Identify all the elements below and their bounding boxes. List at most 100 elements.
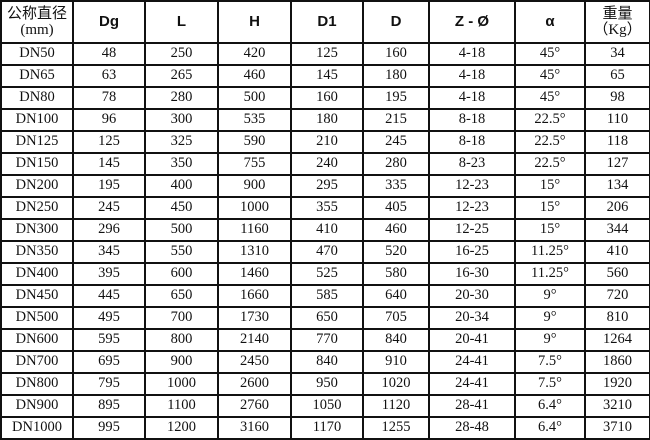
- cell-z-o: 4-18: [428, 42, 516, 66]
- header-row: 公称直径 (mm) Dg L H D1 D Z - Ø α 重量 （Kg）: [0, 0, 650, 44]
- header-unit: （Kg）: [593, 22, 642, 38]
- cell-h: 2600: [217, 372, 292, 396]
- cell-alpha: 45°: [514, 64, 586, 88]
- table-row: DN200 195 400 900 295 335 12-23 15° 134: [0, 174, 650, 198]
- cell-h: 1730: [217, 306, 292, 330]
- cell-h: 900: [217, 174, 292, 198]
- cell-d: 215: [362, 108, 430, 132]
- cell-l: 650: [144, 284, 219, 308]
- cell-weight: 118: [584, 130, 650, 154]
- cell-nominal-diameter: DN900: [0, 394, 74, 418]
- cell-alpha: 11.25°: [514, 240, 586, 264]
- cell-d: 520: [362, 240, 430, 264]
- cell-d1: 410: [290, 218, 364, 242]
- cell-dg: 63: [72, 64, 146, 88]
- table-row: DN600 595 800 2140 770 840 20-41 9° 1264: [0, 328, 650, 352]
- table-row: DN300 296 500 1160 410 460 12-25 15° 344: [0, 218, 650, 242]
- cell-h: 590: [217, 130, 292, 154]
- cell-weight: 1920: [584, 372, 650, 396]
- cell-alpha: 45°: [514, 42, 586, 66]
- cell-z-o: 8-18: [428, 108, 516, 132]
- cell-dg: 125: [72, 130, 146, 154]
- cell-dg: 595: [72, 328, 146, 352]
- cell-h: 1460: [217, 262, 292, 286]
- cell-dg: 345: [72, 240, 146, 264]
- header-nominal-diameter: 公称直径 (mm): [0, 0, 74, 44]
- cell-z-o: 28-41: [428, 394, 516, 418]
- cell-d: 705: [362, 306, 430, 330]
- cell-nominal-diameter: DN600: [0, 328, 74, 352]
- cell-weight: 127: [584, 152, 650, 176]
- header-label: D: [390, 12, 402, 30]
- cell-weight: 98: [584, 86, 650, 110]
- cell-nominal-diameter: DN1000: [0, 416, 74, 440]
- cell-d1: 650: [290, 306, 364, 330]
- cell-h: 3160: [217, 416, 292, 440]
- cell-d: 195: [362, 86, 430, 110]
- table-row: DN250 245 450 1000 355 405 12-23 15° 206: [0, 196, 650, 220]
- table-row: DN1000 995 1200 3160 1170 1255 28-48 6.4° 3710: [0, 416, 650, 440]
- cell-z-o: 4-18: [428, 64, 516, 88]
- table-row: DN800 795 1000 2600 950 1020 24-41 7.5° 1920: [0, 372, 650, 396]
- cell-nominal-diameter: DN450: [0, 284, 74, 308]
- header-label: Z - Ø: [454, 12, 490, 30]
- cell-z-o: 24-41: [428, 372, 516, 396]
- cell-weight: 206: [584, 196, 650, 220]
- cell-d1: 295: [290, 174, 364, 198]
- cell-l: 800: [144, 328, 219, 352]
- table-row: DN65 63 265 460 145 180 4-18 45° 65: [0, 64, 650, 88]
- cell-d: 580: [362, 262, 430, 286]
- cell-h: 1660: [217, 284, 292, 308]
- cell-nominal-diameter: DN700: [0, 350, 74, 374]
- cell-h: 500: [217, 86, 292, 110]
- cell-weight: 1860: [584, 350, 650, 374]
- cell-d: 245: [362, 130, 430, 154]
- cell-d1: 125: [290, 42, 364, 66]
- cell-l: 700: [144, 306, 219, 330]
- cell-alpha: 15°: [514, 174, 586, 198]
- cell-weight: 810: [584, 306, 650, 330]
- cell-weight: 110: [584, 108, 650, 132]
- cell-alpha: 9°: [514, 284, 586, 308]
- cell-z-o: 12-25: [428, 218, 516, 242]
- cell-alpha: 6.4°: [514, 416, 586, 440]
- cell-l: 500: [144, 218, 219, 242]
- table-row: DN450 445 650 1660 585 640 20-30 9° 720: [0, 284, 650, 308]
- cell-d1: 160: [290, 86, 364, 110]
- cell-l: 250: [144, 42, 219, 66]
- cell-l: 450: [144, 196, 219, 220]
- cell-d: 160: [362, 42, 430, 66]
- cell-alpha: 9°: [514, 306, 586, 330]
- cell-d: 640: [362, 284, 430, 308]
- cell-l: 600: [144, 262, 219, 286]
- header-h: H: [217, 0, 292, 44]
- cell-weight: 3710: [584, 416, 650, 440]
- table-row: DN500 495 700 1730 650 705 20-34 9° 810: [0, 306, 650, 330]
- cell-dg: 395: [72, 262, 146, 286]
- table-row: DN400 395 600 1460 525 580 16-30 11.25° 560: [0, 262, 650, 286]
- table-row: DN700 695 900 2450 840 910 24-41 7.5° 1860: [0, 350, 650, 374]
- cell-weight: 720: [584, 284, 650, 308]
- cell-d1: 1170: [290, 416, 364, 440]
- cell-d1: 180: [290, 108, 364, 132]
- cell-z-o: 16-25: [428, 240, 516, 264]
- table-row: DN50 48 250 420 125 160 4-18 45° 34: [0, 42, 650, 66]
- cell-d: 910: [362, 350, 430, 374]
- table-row: DN150 145 350 755 240 280 8-23 22.5° 127: [0, 152, 650, 176]
- cell-z-o: 24-41: [428, 350, 516, 374]
- header-label: D1: [317, 12, 337, 30]
- cell-d1: 355: [290, 196, 364, 220]
- cell-weight: 134: [584, 174, 650, 198]
- cell-d: 180: [362, 64, 430, 88]
- cell-weight: 410: [584, 240, 650, 264]
- cell-l: 1000: [144, 372, 219, 396]
- cell-z-o: 12-23: [428, 174, 516, 198]
- cell-nominal-diameter: DN350: [0, 240, 74, 264]
- cell-d: 840: [362, 328, 430, 352]
- cell-l: 280: [144, 86, 219, 110]
- cell-dg: 78: [72, 86, 146, 110]
- cell-weight: 1264: [584, 328, 650, 352]
- table-row: DN100 96 300 535 180 215 8-18 22.5° 110: [0, 108, 650, 132]
- cell-z-o: 4-18: [428, 86, 516, 110]
- cell-alpha: 15°: [514, 196, 586, 220]
